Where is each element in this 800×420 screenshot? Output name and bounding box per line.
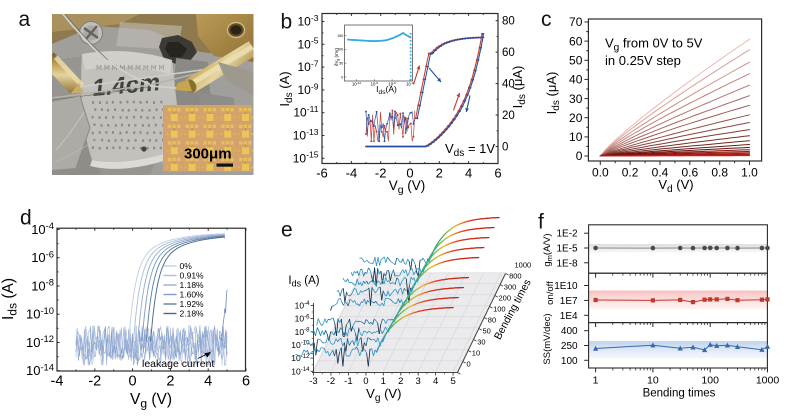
- svg-text:1E-8: 1E-8: [556, 258, 578, 269]
- svg-text:a: a: [19, 8, 31, 31]
- svg-text:1.92%: 1.92%: [180, 299, 205, 309]
- svg-text:4: 4: [204, 374, 212, 390]
- svg-text:250: 250: [561, 341, 578, 352]
- svg-text:40: 40: [569, 73, 583, 87]
- svg-text:100: 100: [701, 375, 719, 387]
- svg-text:60: 60: [502, 47, 515, 59]
- svg-text:1000: 1000: [756, 375, 780, 387]
- svg-text:0: 0: [341, 75, 343, 79]
- svg-text:leakage current: leakage current: [142, 358, 214, 370]
- svg-text:100: 100: [561, 356, 578, 367]
- svg-text:1E10: 1E10: [554, 281, 578, 292]
- svg-text:on/off: on/off: [545, 281, 556, 305]
- svg-text:Bending times: Bending times: [643, 388, 716, 400]
- svg-text:in 0.25V step: in 0.25V step: [605, 53, 681, 68]
- svg-text:e: e: [281, 219, 293, 242]
- svg-text:6: 6: [494, 166, 501, 181]
- svg-text:1E-5: 1E-5: [556, 244, 578, 255]
- svg-text:0: 0: [502, 142, 508, 154]
- svg-text:60: 60: [569, 34, 583, 48]
- svg-text:b: b: [281, 11, 293, 34]
- svg-text:0.0: 0.0: [592, 166, 609, 180]
- svg-text:0.2: 0.2: [622, 166, 639, 180]
- svg-text:30: 30: [477, 338, 485, 347]
- svg-text:50: 50: [339, 62, 343, 66]
- svg-text:70: 70: [569, 15, 583, 29]
- svg-text:80: 80: [502, 16, 515, 28]
- svg-text:50: 50: [483, 327, 491, 336]
- svg-text:1.60%: 1.60%: [180, 290, 205, 300]
- svg-text:0: 0: [129, 374, 137, 390]
- svg-text:1.0: 1.0: [741, 166, 758, 180]
- svg-text:0.8: 0.8: [711, 166, 728, 180]
- svg-text:-6: -6: [316, 166, 328, 181]
- svg-text:-3: -3: [309, 376, 317, 387]
- svg-text:c: c: [541, 8, 552, 31]
- svg-text:300μm: 300μm: [184, 146, 232, 163]
- svg-text:200: 200: [499, 294, 512, 303]
- svg-text:5: 5: [450, 376, 455, 387]
- svg-text:30: 30: [569, 92, 583, 106]
- svg-text:gm(A/V): gm(A/V): [542, 233, 554, 266]
- svg-text:1000: 1000: [515, 261, 532, 270]
- svg-text:800: 800: [509, 272, 522, 281]
- svg-text:6: 6: [242, 374, 250, 390]
- svg-text:20: 20: [502, 110, 515, 122]
- svg-text:20: 20: [569, 111, 583, 125]
- svg-text:2: 2: [436, 166, 443, 181]
- svg-text:10: 10: [569, 130, 583, 144]
- svg-text:400: 400: [561, 326, 578, 337]
- svg-text:-2: -2: [327, 376, 335, 387]
- svg-text:1.18%: 1.18%: [180, 280, 205, 290]
- svg-text:4: 4: [433, 376, 438, 387]
- svg-text:-4: -4: [51, 374, 64, 390]
- svg-text:SS(mV/dec): SS(mV/dec): [542, 313, 553, 364]
- svg-text:150: 150: [337, 34, 343, 38]
- svg-text:10: 10: [472, 349, 480, 358]
- svg-text:-4: -4: [346, 166, 358, 181]
- svg-text:-2: -2: [375, 166, 387, 181]
- svg-text:0: 0: [576, 149, 583, 163]
- svg-text:0%: 0%: [180, 261, 193, 271]
- svg-text:1: 1: [593, 375, 599, 387]
- svg-text:4: 4: [465, 166, 472, 181]
- svg-text:0.91%: 0.91%: [180, 271, 205, 281]
- svg-text:80: 80: [488, 316, 496, 325]
- svg-text:10: 10: [647, 375, 659, 387]
- svg-text:f: f: [538, 211, 544, 234]
- svg-text:-1: -1: [344, 376, 352, 387]
- svg-text:1E7: 1E7: [560, 296, 578, 307]
- svg-text:1E-2: 1E-2: [556, 229, 578, 240]
- svg-text:2: 2: [166, 374, 174, 390]
- svg-text:-2: -2: [88, 374, 101, 390]
- svg-text:50: 50: [569, 54, 583, 68]
- svg-text:d: d: [20, 207, 32, 230]
- svg-text:300: 300: [504, 283, 517, 292]
- svg-text:0: 0: [467, 360, 471, 369]
- svg-text:3: 3: [416, 376, 421, 387]
- svg-text:2.18%: 2.18%: [180, 309, 205, 319]
- svg-text:Vg (V): Vg (V): [130, 391, 172, 410]
- svg-text:1E4: 1E4: [560, 311, 578, 322]
